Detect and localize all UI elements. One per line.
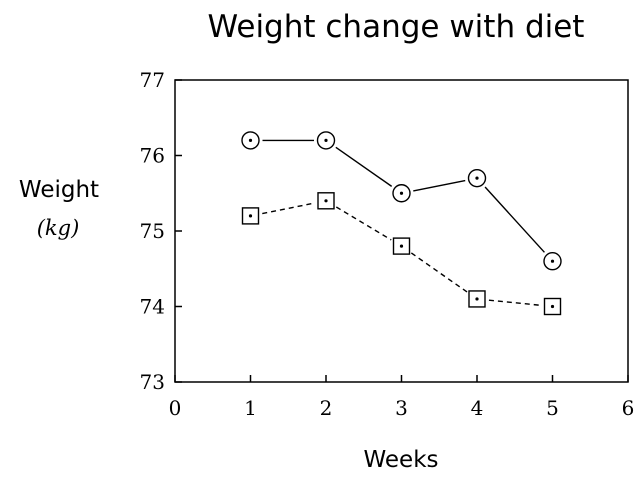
series-2-point-center [324, 199, 328, 203]
x-tick-label: 5 [546, 396, 559, 420]
series-1-point-center [399, 191, 404, 195]
series-2-segment [488, 299, 541, 307]
plot-frame [174, 79, 629, 383]
x-tick-label: 1 [244, 396, 257, 420]
series-2-point-center [475, 297, 479, 301]
series-1-segment [413, 179, 466, 192]
y-tick-label: 75 [140, 219, 165, 243]
x-tick-label: 4 [471, 396, 484, 420]
series-2 [241, 192, 562, 316]
x-tick-label: 6 [622, 396, 635, 420]
plot-area: 0 1 2 3 4 5 6 73 74 75 76 77 [140, 68, 635, 420]
chart-title: Weight change with diet [208, 9, 585, 45]
series-1-segment [484, 186, 545, 253]
series-2-segment [262, 202, 315, 215]
series-1-point-center [248, 138, 253, 142]
y-tick-label: 74 [140, 295, 165, 319]
series-1-point-center [475, 176, 479, 180]
y-axis-unit: (kg) [37, 216, 80, 240]
x-tick-label: 3 [395, 396, 408, 420]
series-2-segment [335, 206, 392, 241]
y-tick-label: 73 [140, 370, 165, 394]
y-tick-label: 76 [140, 144, 165, 168]
y-tick-label: 77 [140, 68, 165, 92]
series-1-segment [335, 146, 393, 187]
y-axis-label: Weight [19, 177, 99, 203]
series-1-point-center [550, 259, 555, 263]
series-1-point-center [324, 138, 328, 142]
series-2-point-center [550, 304, 555, 309]
x-tick-label: 2 [320, 396, 333, 420]
x-axis-label: Weeks [364, 447, 439, 473]
series-2-point-center [399, 244, 404, 248]
series-2-segment [410, 252, 468, 293]
x-tick-label: 0 [169, 396, 182, 420]
series-1 [241, 131, 562, 271]
series-2-point-center [248, 214, 253, 218]
